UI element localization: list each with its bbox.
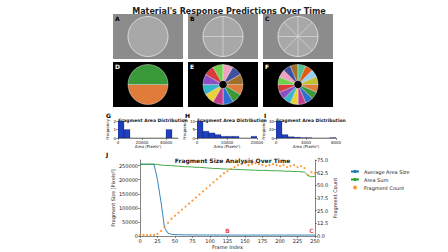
svg-text:2: 2	[113, 119, 116, 124]
svg-text:75: 75	[189, 238, 195, 244]
svg-text:0: 0	[196, 140, 199, 145]
svg-text:B: B	[225, 227, 230, 234]
svg-text:175: 175	[258, 238, 268, 244]
svg-text:Area Sum: Area Sum	[364, 177, 388, 183]
svg-text:C: C	[309, 227, 314, 234]
svg-text:250: 250	[310, 238, 320, 244]
svg-text:A: A	[115, 15, 120, 22]
svg-text:Fragment Count: Fragment Count	[332, 178, 339, 218]
svg-text:Average Area Size: Average Area Size	[364, 169, 409, 176]
svg-text:40000: 40000	[160, 140, 173, 145]
svg-text:G: G	[106, 112, 111, 119]
svg-text:250000: 250000	[119, 163, 138, 169]
svg-text:Material's Response Prediction: Material's Response Predictions Over Tim…	[132, 7, 326, 16]
svg-text:Area (Pixels²): Area (Pixels²)	[293, 144, 320, 149]
svg-text:0: 0	[192, 135, 195, 141]
svg-text:40: 40	[269, 119, 275, 124]
svg-text:50000: 50000	[122, 219, 138, 225]
svg-text:Fragment Area Distribution: Fragment Area Distribution	[197, 118, 267, 123]
svg-text:37.5: 37.5	[317, 195, 328, 201]
svg-text:1: 1	[113, 127, 116, 132]
svg-text:Frequency: Frequency	[181, 119, 187, 140]
svg-text:0: 0	[117, 140, 120, 145]
svg-text:F: F	[265, 63, 269, 70]
svg-text:C: C	[265, 15, 270, 22]
svg-text:B: B	[190, 15, 195, 22]
svg-text:0: 0	[271, 135, 274, 141]
svg-text:D: D	[115, 63, 120, 70]
svg-text:20: 20	[269, 127, 275, 132]
svg-text:Area (Pixels²): Area (Pixels²)	[135, 144, 162, 149]
svg-text:25: 25	[154, 238, 160, 244]
svg-text:0: 0	[113, 135, 116, 141]
svg-text:Frequency: Frequency	[105, 119, 110, 140]
svg-text:Fragment Size [Pixels²]: Fragment Size [Pixels²]	[110, 169, 117, 226]
svg-text:8000: 8000	[331, 140, 342, 145]
svg-text:Fragment Area Distribution: Fragment Area Distribution	[276, 118, 346, 123]
svg-text:50: 50	[172, 238, 178, 244]
svg-text:100000: 100000	[119, 205, 138, 211]
svg-text:J: J	[105, 151, 108, 159]
svg-text:12.5: 12.5	[317, 220, 328, 226]
svg-text:Frame Index: Frame Index	[212, 244, 243, 250]
svg-text:50.0: 50.0	[317, 182, 328, 188]
svg-text:0: 0	[134, 233, 138, 239]
svg-text:5: 5	[192, 127, 195, 132]
svg-text:Frequency: Frequency	[260, 119, 266, 140]
svg-text:Fragment Count: Fragment Count	[364, 185, 404, 192]
svg-text:0: 0	[275, 140, 278, 145]
svg-text:Fragment Size Analysis Over Ti: Fragment Size Analysis Over Time	[175, 157, 290, 165]
svg-text:150: 150	[240, 238, 250, 244]
svg-text:150000: 150000	[119, 191, 138, 197]
svg-text:Area (Pixels²): Area (Pixels²)	[214, 144, 241, 149]
svg-text:100: 100	[205, 238, 215, 244]
svg-text:E: E	[190, 63, 194, 70]
svg-text:Fragment Area Distribution: Fragment Area Distribution	[118, 118, 188, 123]
svg-text:225: 225	[293, 238, 303, 244]
svg-text:200000: 200000	[119, 177, 138, 183]
svg-text:25.0: 25.0	[317, 208, 328, 214]
svg-text:125: 125	[223, 238, 233, 244]
svg-text:10000: 10000	[221, 140, 234, 145]
svg-text:4000: 4000	[301, 140, 312, 145]
svg-text:62.5: 62.5	[317, 170, 328, 176]
svg-text:0.0: 0.0	[317, 233, 325, 239]
svg-text:0: 0	[138, 238, 141, 244]
svg-text:75.0: 75.0	[317, 157, 328, 163]
svg-text:10: 10	[190, 119, 196, 124]
svg-text:200: 200	[275, 238, 285, 244]
svg-text:I: I	[264, 111, 267, 119]
svg-text:H: H	[185, 111, 190, 119]
svg-text:20000: 20000	[136, 140, 149, 145]
svg-text:20000: 20000	[251, 140, 264, 145]
